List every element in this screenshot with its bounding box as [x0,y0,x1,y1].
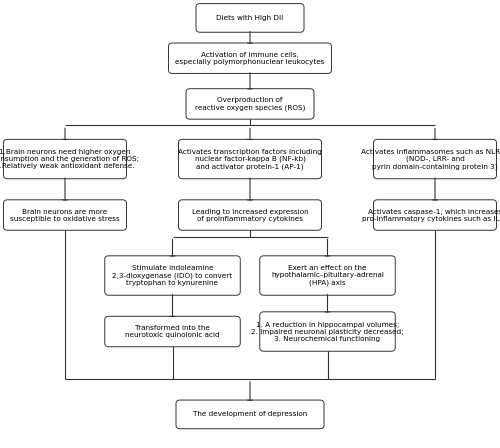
Text: Overproduction of
reactive oxygen species (ROS): Overproduction of reactive oxygen specie… [195,97,305,111]
Text: Brain neurons are more
susceptible to oxidative stress: Brain neurons are more susceptible to ox… [10,208,120,222]
FancyBboxPatch shape [4,139,126,179]
FancyBboxPatch shape [374,139,496,179]
FancyBboxPatch shape [178,200,322,230]
Text: The development of depression: The development of depression [193,411,307,418]
Text: Stimulate indoleamine
2,3-dioxygenase (IDO) to convert
tryptophan to kynurenine: Stimulate indoleamine 2,3-dioxygenase (I… [112,265,232,286]
FancyBboxPatch shape [176,400,324,429]
Text: Activates caspase-1, which increases
pro-inflammatory cytokines such as IL1β: Activates caspase-1, which increases pro… [362,208,500,222]
Text: Transformed into the
neurotoxic quinolonic acid: Transformed into the neurotoxic quinolon… [125,325,220,338]
Text: Diets with High DII: Diets with High DII [216,15,284,21]
FancyBboxPatch shape [178,139,322,179]
Text: Activation of immune cells,
especially polymorphonuclear leukocytes: Activation of immune cells, especially p… [176,52,325,65]
Text: Activates transcription factors including
nuclear factor-kappa B (NF-kb)
and act: Activates transcription factors includin… [178,149,322,169]
FancyBboxPatch shape [260,312,396,351]
Text: Exert an effect on the
hypothalamic–pituitary-adrenal
(HPA) axis: Exert an effect on the hypothalamic–pitu… [271,265,384,286]
FancyBboxPatch shape [4,200,126,230]
FancyBboxPatch shape [104,256,240,295]
Text: 1.Brain neurons need higher oxygen
consumption and the generation of ROS;
2.Rela: 1.Brain neurons need higher oxygen consu… [0,149,138,169]
FancyBboxPatch shape [196,4,304,32]
FancyBboxPatch shape [374,200,496,230]
FancyBboxPatch shape [168,43,332,73]
FancyBboxPatch shape [186,89,314,119]
FancyBboxPatch shape [260,256,396,295]
Text: Activates inflammasomes such as NLRP3
(NOD-, LRR- and
pyrin domain-containing pr: Activates inflammasomes such as NLRP3 (N… [361,149,500,169]
Text: 1. A reduction in hippocampal volumes;
2. Impaired neuronal plasticity decreased: 1. A reduction in hippocampal volumes; 2… [251,322,404,341]
FancyBboxPatch shape [104,316,240,347]
Text: Leading to increased expression
of proinflammatory cytokines: Leading to increased expression of proin… [192,208,308,222]
